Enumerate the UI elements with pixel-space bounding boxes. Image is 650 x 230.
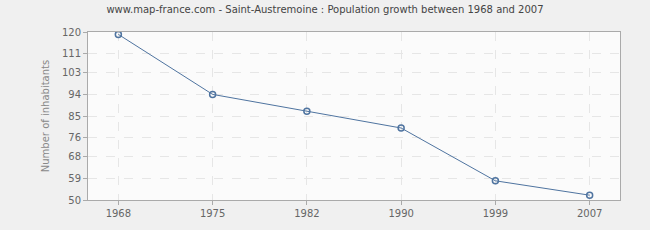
svg-text:120: 120 (62, 27, 81, 38)
svg-text:50: 50 (68, 195, 81, 206)
svg-text:103: 103 (62, 67, 81, 78)
svg-text:1975: 1975 (200, 208, 225, 219)
svg-text:1999: 1999 (483, 208, 508, 219)
svg-text:59: 59 (68, 173, 81, 184)
svg-text:94: 94 (68, 89, 81, 100)
svg-text:76: 76 (68, 132, 81, 143)
svg-text:1982: 1982 (294, 208, 319, 219)
svg-text:www.map-france.com - Saint-Aus: www.map-france.com - Saint-Austremoine :… (106, 4, 543, 15)
svg-text:2007: 2007 (577, 208, 602, 219)
svg-text:Number of inhabitants: Number of inhabitants (40, 60, 51, 172)
svg-text:68: 68 (68, 151, 81, 162)
svg-text:1990: 1990 (388, 208, 413, 219)
svg-text:111: 111 (62, 48, 81, 59)
svg-text:1968: 1968 (106, 208, 131, 219)
svg-text:85: 85 (68, 111, 81, 122)
